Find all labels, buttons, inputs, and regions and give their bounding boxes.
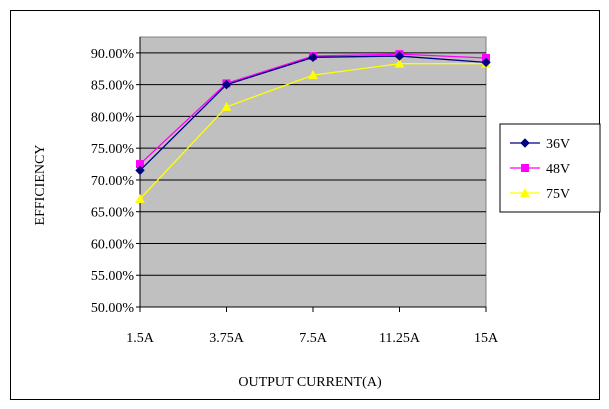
legend-marker-75v (520, 187, 530, 197)
data-point-75v (308, 70, 318, 80)
data-point-36v (394, 51, 405, 61)
y-tick-label: 65.00% (91, 206, 135, 221)
data-point-36v (135, 165, 145, 176)
legend: 36V 48V 75V (499, 123, 601, 213)
x-tick-label: 3.75A (209, 331, 245, 346)
x-tick-label: 11.25A (379, 331, 421, 346)
y-tick-label: 55.00% (91, 269, 135, 284)
y-tick-label: 75.00% (91, 142, 135, 157)
y-tick-label: 80.00% (91, 110, 135, 125)
y-tick-label: 60.00% (91, 237, 135, 252)
legend-label-48v: 48V (546, 162, 570, 177)
data-point-36v (221, 79, 232, 90)
plot-background (139, 36, 487, 308)
legend-marker-36v (520, 138, 530, 148)
x-axis-label: OUTPUT CURRENT(A) (238, 375, 382, 390)
y-tick-label: 70.00% (91, 174, 135, 189)
legend-label-75v: 75V (546, 187, 570, 202)
x-tick-label: 7.5A (299, 331, 328, 346)
legend-marker-48v (521, 164, 529, 172)
x-tick-label: 1.5A (126, 331, 155, 346)
data-point-36v (481, 57, 491, 68)
data-point-75v (394, 58, 405, 68)
data-point-75v (135, 193, 145, 203)
y-tick-label: 50.00% (91, 301, 135, 316)
data-point-75v (221, 101, 232, 111)
x-tick-label: 15A (474, 331, 499, 346)
data-point-36v (308, 52, 318, 63)
y-tick-label: 85.00% (91, 79, 135, 94)
plot-area: 50.00% 55.00% 60.00% 65.00% 70.00% 75.00% 80.0… (91, 36, 499, 346)
legend-label-36v: 36V (546, 137, 570, 152)
y-axis-label: EFFICIENCY (33, 145, 48, 226)
y-tick-label: 90.00% (91, 47, 135, 62)
